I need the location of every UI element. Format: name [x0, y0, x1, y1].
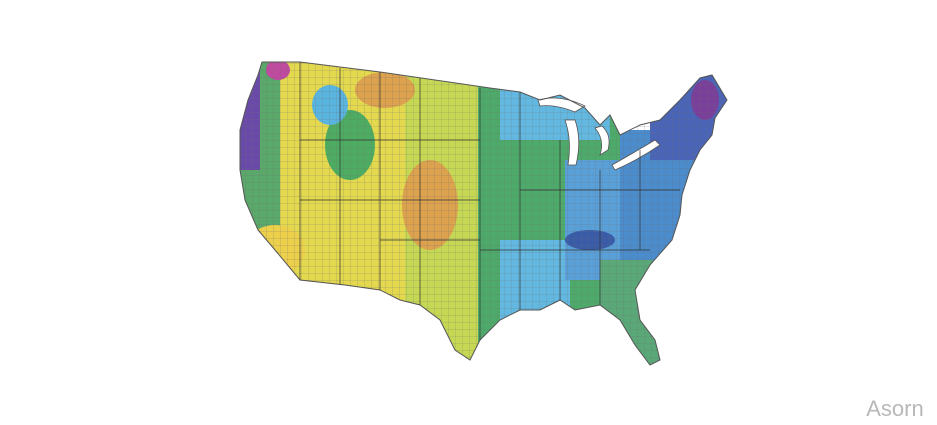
- great-lakes: [537, 97, 661, 171]
- state-borders: [299, 62, 680, 340]
- watermark: Asorn: [866, 396, 923, 421]
- lake: [594, 125, 610, 156]
- us-outline: [239, 61, 728, 366]
- lake: [564, 119, 580, 166]
- lake: [611, 139, 661, 171]
